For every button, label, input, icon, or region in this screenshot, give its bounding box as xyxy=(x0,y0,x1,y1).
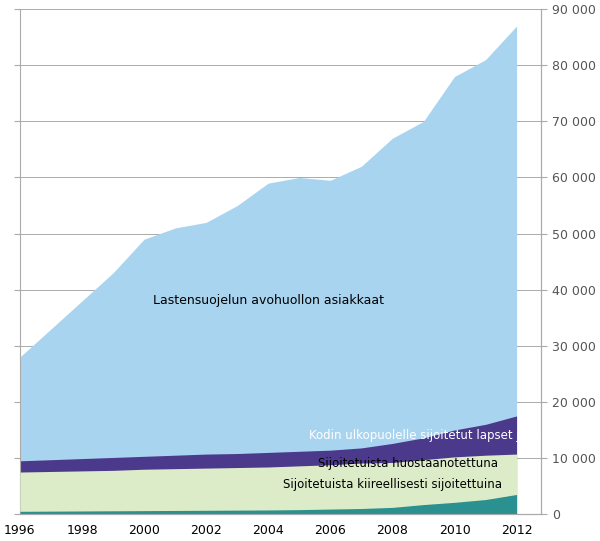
Text: Sijoitetuista kiireellisesti sijoitettuina: Sijoitetuista kiireellisesti sijoitettui… xyxy=(283,478,502,491)
Text: Kodin ulkopuolelle sijoitetut lapset ja nuoret: Kodin ulkopuolelle sijoitetut lapset ja … xyxy=(308,429,569,442)
Text: Lastensuojelun avohuollon asiakkaat: Lastensuojelun avohuollon asiakkaat xyxy=(153,294,384,307)
Text: Sijoitetuista huostaanotettuna: Sijoitetuista huostaanotettuna xyxy=(318,457,498,470)
